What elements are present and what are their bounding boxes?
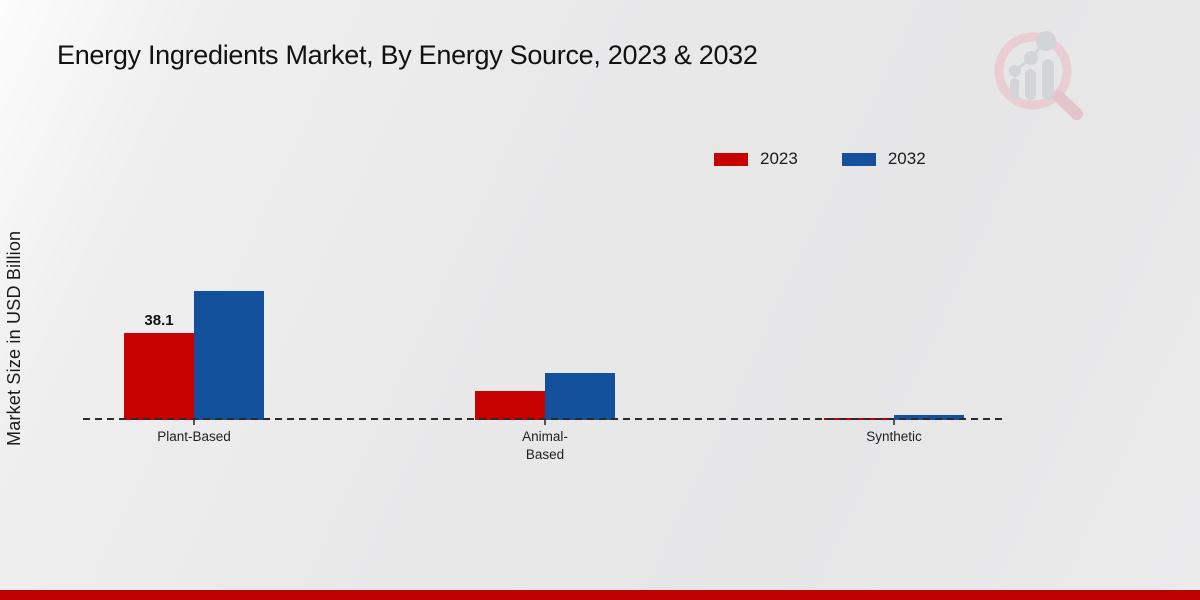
footer-accent-bar — [0, 590, 1200, 600]
bar-value-label: 38.1 — [144, 312, 174, 329]
x-axis-tick — [544, 420, 546, 425]
bar-2032-plant-based — [194, 291, 264, 420]
legend-swatch-2032 — [841, 152, 876, 166]
legend-swatch-2023 — [714, 152, 748, 166]
category-label-animal-based: Animal- Based — [522, 429, 568, 463]
market-research-magnifier-logo-icon — [994, 31, 1083, 120]
legend-item-2023: 2023 — [714, 149, 798, 169]
bar-2032-animal-based — [545, 373, 615, 420]
legend-label-2023: 2023 — [760, 149, 798, 168]
bar-2023-animal-based — [475, 391, 545, 420]
legend-item-2032: 2032 — [841, 149, 926, 169]
x-axis-tick — [893, 420, 895, 425]
legend: 2023 2032 — [714, 149, 926, 169]
bar-2032-synthetic — [894, 415, 964, 420]
page-title: Energy Ingredients Market, By Energy Sou… — [57, 40, 758, 70]
x-axis-dashed-baseline — [83, 418, 1007, 420]
x-axis-tick — [193, 420, 195, 425]
category-label-synthetic: Synthetic — [866, 429, 922, 444]
legend-label-2032: 2032 — [887, 149, 926, 168]
category-label-plant-based: Plant-Based — [157, 429, 231, 444]
bar-2023-plant-based — [124, 333, 194, 420]
